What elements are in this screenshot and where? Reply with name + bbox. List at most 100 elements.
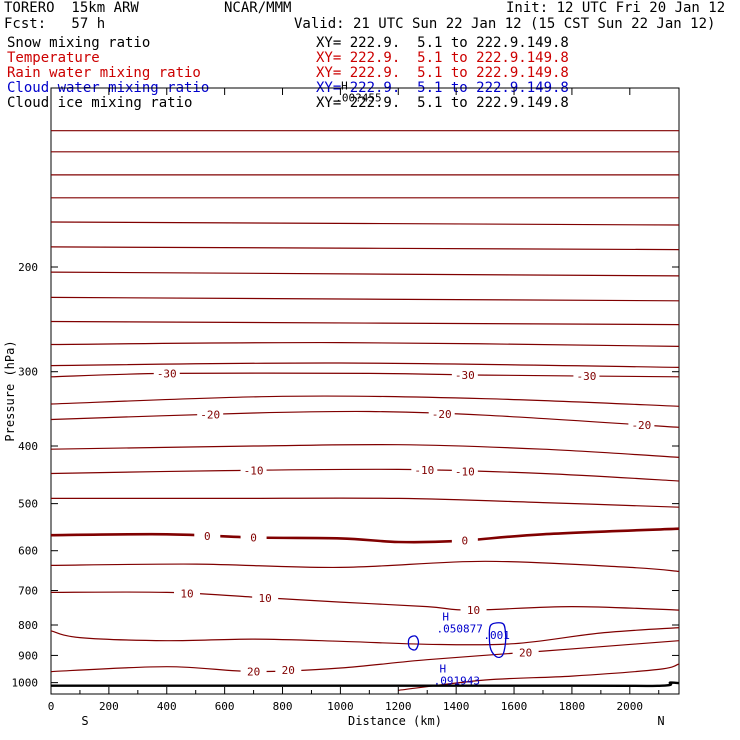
field-xy-temperature: XY= 222.9. 5.1 to 222.9.149.8 [316,50,569,66]
isotherm-label: -10 [244,464,264,477]
isotherm-label: -30 [157,367,177,380]
isotherm-label: 10 [259,592,272,605]
field-name-rain: Rain water mixing ratio [7,65,201,81]
x-tick-label: 800 [273,700,293,713]
isotherm-line [50,410,680,428]
isotherm-label: -20 [631,419,651,432]
isotherm-line [50,468,680,482]
x-end-label-north: N [657,714,664,728]
isotherm-label-bg [451,534,478,547]
isotherm-line [50,527,680,544]
isotherm-label-bg [628,418,655,431]
isotherm-line [51,497,680,508]
isotherm-label-bg [174,587,201,600]
isotherm-label-bg [240,464,267,477]
isotherm-label: 20 [519,646,532,659]
isotherm-line [50,320,680,326]
isotherm-line [398,663,680,691]
isotherm-label-bg [240,665,267,678]
y-tick-label: 1000 [12,677,39,690]
isotherm-line [50,395,680,407]
isotherm-label: -20 [432,408,452,421]
forecast-hour: Fcst: 57 h [4,16,106,32]
isotherm-label: 10 [180,587,193,600]
isotherm-label: 0 [204,530,211,543]
isotherm-line [50,221,680,226]
isotherm-label: 10 [467,604,480,617]
field-xy-snow: XY= 222.9. 5.1 to 222.9.149.8 [316,35,569,51]
maximum-marker: H [341,80,348,93]
maximum-value: .050877 [437,623,483,636]
isotherm-line [50,296,680,302]
isotherm-label-bg [460,603,487,616]
center-name: NCAR/MMM [224,0,292,16]
valid-time: Valid: 21 UTC Sun 22 Jan 12 (15 CST Sun … [294,16,716,32]
maximum-marker: H [439,663,446,676]
isotherm-label-bg [573,370,600,383]
isotherm-line [50,246,680,251]
isotherm-label: 0 [462,534,469,547]
isotherm-line [50,341,680,347]
isotherm-line [50,640,680,673]
y-tick-label: 700 [18,585,38,598]
y-tick-label: 500 [18,498,38,511]
maximum-value: .091943 [434,675,480,688]
isotherm-label-bg [240,531,267,544]
x-tick-label: 1200 [385,700,412,713]
isotherm-label: -10 [455,465,475,478]
x-tick-label: 200 [99,700,119,713]
field-name-cloud-ice: Cloud ice mixing ratio [7,95,193,111]
y-axis-title: Pressure (hPa) [3,340,17,441]
cloud-water-label: .001 [483,629,510,642]
cloud-water-contour [407,635,420,651]
x-tick-label: 0 [48,700,55,713]
y-tick-label: 400 [18,440,38,453]
isotherm-label-bg [252,591,279,604]
isotherm-label-bg [153,367,180,380]
isotherm-label: 0 [250,531,257,544]
isotherm-label-bg [411,464,438,477]
isotherm-label-bg [512,646,539,659]
init-time: Init: 12 UTC Fri 20 Jan 12 [506,0,726,16]
field-name-snow: Snow mixing ratio [7,35,151,51]
maximum-value: .00?455 [335,92,381,105]
x-tick-label: 1000 [327,700,354,713]
x-end-label-south: S [81,714,88,728]
isotherm-line [50,443,680,458]
isotherm-label-bg [194,529,221,542]
isotherm-line [50,271,680,277]
isotherm-line [50,591,680,611]
x-tick-label: 1800 [559,700,586,713]
x-axis-title: Distance (km) [348,714,442,728]
plot-frame [50,87,680,695]
x-tick-label: 2000 [617,700,644,713]
isotherm-label: 20 [247,666,260,679]
y-tick-label: 900 [18,649,38,662]
isotherm-line [50,362,680,368]
model-title: TORERO 15km ARW [4,0,139,16]
field-name-temperature: Temperature [7,50,100,66]
x-tick-label: 1600 [501,700,528,713]
isotherm-label-bg [197,408,224,421]
x-tick-label: 400 [157,700,177,713]
isotherm-line [50,560,680,572]
x-tick-label: 600 [215,700,235,713]
maximum-marker: H [442,611,449,624]
isotherm-line [50,627,680,646]
cloud-water-contour [488,622,507,659]
isotherm-label-bg [428,407,455,420]
isotherm-label: -30 [576,370,596,383]
y-tick-label: 300 [18,366,38,379]
y-tick-label: 800 [18,619,38,632]
terrain-line [51,681,680,688]
x-tick-label: 1400 [443,700,470,713]
isotherm-line [50,372,680,378]
field-xy-rain: XY= 222.9. 5.1 to 222.9.149.8 [316,65,569,81]
isotherm-label: -10 [414,464,434,477]
isotherm-label: 20 [282,664,295,677]
isotherm-label: -20 [200,408,220,421]
isotherm-label-bg [451,368,478,381]
field-xy-cloud-ice: XY= 222.9. 5.1 to 222.9.149.8 [316,95,569,111]
isotherm-label-bg [451,465,478,478]
